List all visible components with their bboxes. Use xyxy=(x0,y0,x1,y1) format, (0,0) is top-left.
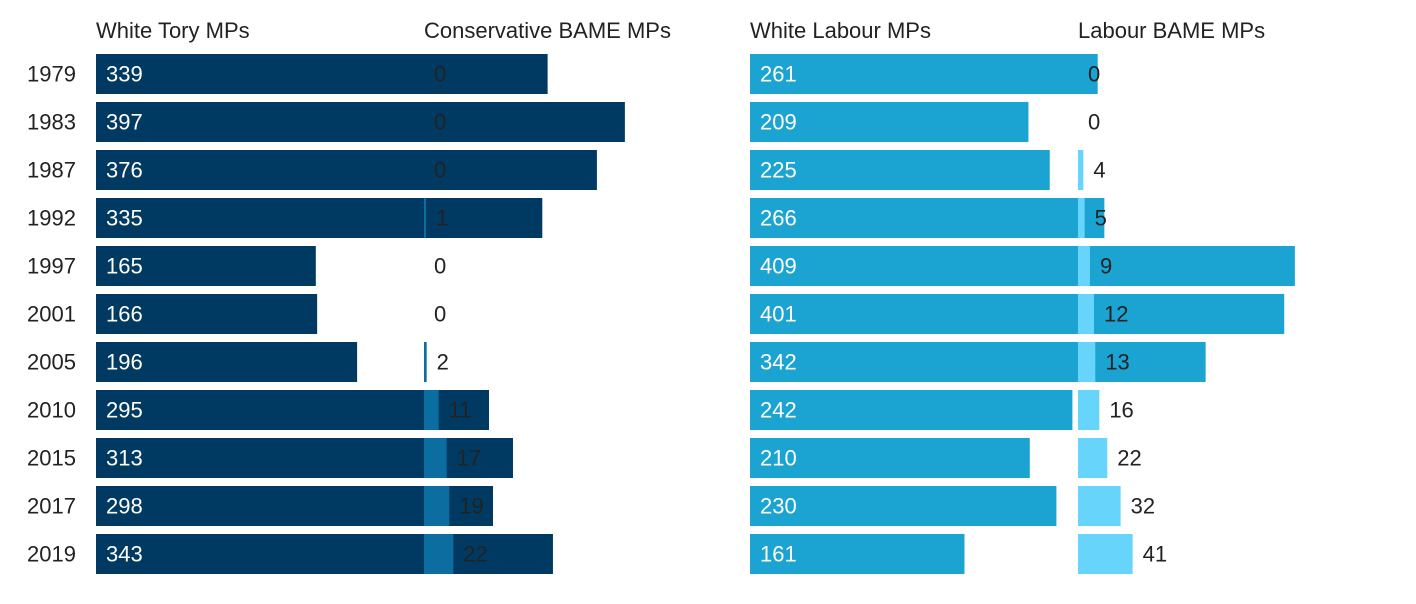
bar-white-tory-mps-1997 xyxy=(96,246,316,286)
value-label-white-labour-mps-2015: 210 xyxy=(760,446,797,471)
value-label-conservative-bame-mps-1979: 0 xyxy=(434,62,446,87)
bar-white-labour-mps-2015 xyxy=(750,438,1030,478)
value-label-labour-bame-mps-2010: 16 xyxy=(1109,398,1133,423)
bar-labour-bame-mps-1987 xyxy=(1078,150,1084,190)
value-label-conservative-bame-mps-2001: 0 xyxy=(434,302,446,327)
value-label-conservative-bame-mps-1992: 1 xyxy=(436,206,448,231)
year-label-2010: 2010 xyxy=(27,398,76,423)
panel-title-white-tory-mps: White Tory MPs xyxy=(96,18,250,43)
value-label-white-labour-mps-1983: 209 xyxy=(760,110,797,135)
value-label-white-labour-mps-1997: 409 xyxy=(760,254,797,279)
value-label-white-tory-mps-1983: 397 xyxy=(106,110,143,135)
value-label-conservative-bame-mps-2017: 19 xyxy=(459,494,483,519)
year-label-1997: 1997 xyxy=(27,254,76,279)
value-label-white-tory-mps-2017: 298 xyxy=(106,494,143,519)
value-label-labour-bame-mps-2005: 13 xyxy=(1105,350,1129,375)
value-label-white-labour-mps-2017: 230 xyxy=(760,494,797,519)
value-label-white-labour-mps-2010: 242 xyxy=(760,398,797,423)
value-label-labour-bame-mps-1983: 0 xyxy=(1088,110,1100,135)
bar-white-labour-mps-1997 xyxy=(750,246,1295,286)
bar-white-labour-mps-2005 xyxy=(750,342,1206,382)
value-label-white-labour-mps-2001: 401 xyxy=(760,302,797,327)
bar-white-tory-mps-1983 xyxy=(96,102,625,142)
year-label-1987: 1987 xyxy=(27,158,76,183)
value-label-white-tory-mps-1987: 376 xyxy=(106,158,143,183)
value-label-labour-bame-mps-2019: 41 xyxy=(1143,542,1167,567)
value-label-labour-bame-mps-1987: 4 xyxy=(1093,158,1105,183)
bar-white-tory-mps-2015 xyxy=(96,438,513,478)
year-label-2005: 2005 xyxy=(27,350,76,375)
bar-conservative-bame-mps-2015 xyxy=(424,438,447,478)
bar-white-labour-mps-2019 xyxy=(750,534,965,574)
bar-white-tory-mps-1987 xyxy=(96,150,597,190)
bar-labour-bame-mps-2001 xyxy=(1078,294,1094,334)
year-label-1979: 1979 xyxy=(27,62,76,87)
value-label-white-tory-mps-2010: 295 xyxy=(106,398,143,423)
bar-labour-bame-mps-2005 xyxy=(1078,342,1096,382)
value-label-labour-bame-mps-1997: 9 xyxy=(1100,254,1112,279)
value-label-white-tory-mps-1979: 339 xyxy=(106,62,143,87)
bar-white-tory-mps-2010 xyxy=(96,390,490,430)
value-label-conservative-bame-mps-1987: 0 xyxy=(434,158,446,183)
value-label-white-tory-mps-1997: 165 xyxy=(106,254,143,279)
year-label-2001: 2001 xyxy=(27,302,76,327)
value-label-white-tory-mps-2001: 166 xyxy=(106,302,143,327)
value-label-white-labour-mps-1987: 225 xyxy=(760,158,797,183)
bar-white-tory-mps-1979 xyxy=(96,54,548,94)
bar-white-labour-mps-1992 xyxy=(750,198,1105,238)
bar-labour-bame-mps-2010 xyxy=(1078,390,1100,430)
panel-title-white-labour-mps: White Labour MPs xyxy=(750,18,931,43)
bar-white-labour-mps-1979 xyxy=(750,54,1098,94)
year-label-2015: 2015 xyxy=(27,446,76,471)
panel-title-labour-bame-mps: Labour BAME MPs xyxy=(1078,18,1265,43)
bar-white-tory-mps-1992 xyxy=(96,198,543,238)
value-label-white-labour-mps-1992: 266 xyxy=(760,206,797,231)
bar-white-tory-mps-2019 xyxy=(96,534,553,574)
value-label-white-labour-mps-2019: 161 xyxy=(760,542,797,567)
bar-white-tory-mps-2005 xyxy=(96,342,358,382)
bar-conservative-bame-mps-1992 xyxy=(424,198,426,238)
value-label-white-tory-mps-1992: 335 xyxy=(106,206,143,231)
value-label-conservative-bame-mps-2019: 22 xyxy=(463,542,487,567)
bar-white-tory-mps-2001 xyxy=(96,294,318,334)
bar-conservative-bame-mps-2019 xyxy=(424,534,454,574)
bar-white-labour-mps-1983 xyxy=(750,102,1029,142)
year-label-1992: 1992 xyxy=(27,206,76,231)
value-label-labour-bame-mps-1979: 0 xyxy=(1088,62,1100,87)
bar-labour-bame-mps-1997 xyxy=(1078,246,1090,286)
value-label-conservative-bame-mps-1997: 0 xyxy=(434,254,446,279)
value-label-white-tory-mps-2005: 196 xyxy=(106,350,143,375)
bar-labour-bame-mps-1992 xyxy=(1078,198,1085,238)
value-label-white-tory-mps-2015: 313 xyxy=(106,446,143,471)
value-label-conservative-bame-mps-2015: 17 xyxy=(457,446,481,471)
year-label-2017: 2017 xyxy=(27,494,76,519)
value-label-conservative-bame-mps-2010: 11 xyxy=(449,398,472,423)
year-label-2019: 2019 xyxy=(27,542,76,567)
value-label-white-labour-mps-1979: 261 xyxy=(760,62,797,87)
bar-white-labour-mps-2001 xyxy=(750,294,1285,334)
bar-labour-bame-mps-2015 xyxy=(1078,438,1108,478)
value-label-labour-bame-mps-2015: 22 xyxy=(1117,446,1141,471)
value-label-labour-bame-mps-1992: 5 xyxy=(1095,206,1107,231)
bar-white-labour-mps-2017 xyxy=(750,486,1057,526)
bar-labour-bame-mps-2017 xyxy=(1078,486,1121,526)
bar-conservative-bame-mps-2010 xyxy=(424,390,439,430)
value-label-conservative-bame-mps-1983: 0 xyxy=(434,110,446,135)
bar-conservative-bame-mps-2005 xyxy=(424,342,427,382)
bar-conservative-bame-mps-2017 xyxy=(424,486,450,526)
value-label-white-labour-mps-2005: 342 xyxy=(760,350,797,375)
bar-white-labour-mps-1987 xyxy=(750,150,1050,190)
year-label-1983: 1983 xyxy=(27,110,76,135)
value-label-labour-bame-mps-2001: 12 xyxy=(1104,302,1128,327)
bar-labour-bame-mps-2019 xyxy=(1078,534,1133,574)
value-label-labour-bame-mps-2017: 32 xyxy=(1131,494,1155,519)
bar-white-labour-mps-2010 xyxy=(750,390,1073,430)
value-label-white-tory-mps-2019: 343 xyxy=(106,542,143,567)
value-label-conservative-bame-mps-2005: 2 xyxy=(437,350,449,375)
panel-title-conservative-bame-mps: Conservative BAME MPs xyxy=(424,18,671,43)
